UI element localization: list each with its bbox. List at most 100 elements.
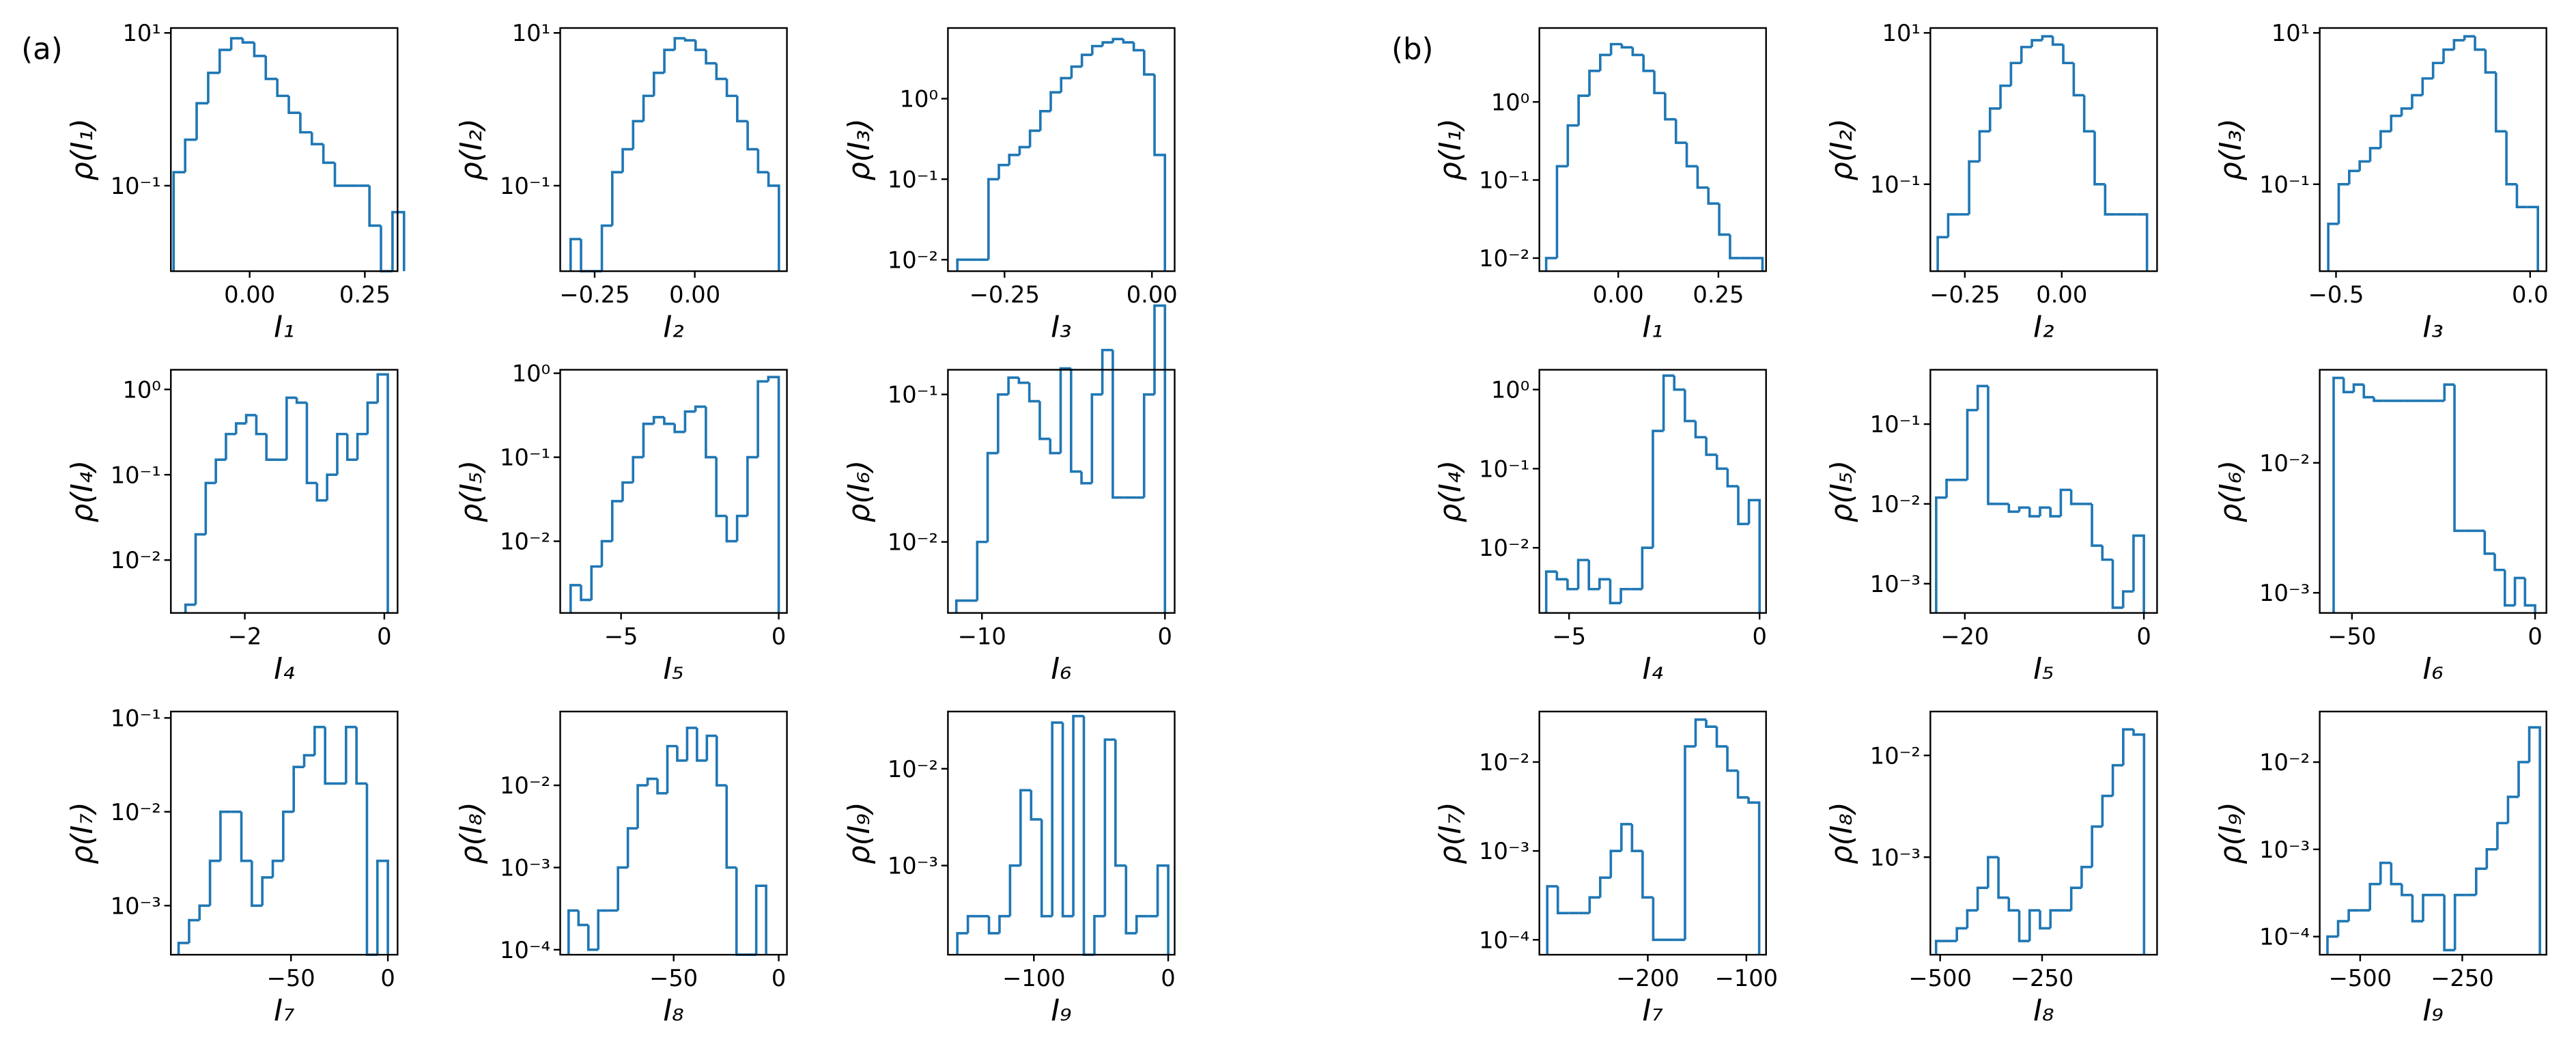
histogram-step [715,457,727,518]
histogram-step [716,735,727,787]
histogram-step [683,410,696,432]
histogram-step [324,727,336,785]
axes-frame [559,710,788,956]
histogram-step [376,373,389,613]
x-tick-label: −100 [1715,965,1778,991]
histogram-step [2062,44,2074,65]
histogram-step [2513,576,2525,606]
histogram-step [1737,486,1749,526]
histogram-step [1945,478,1957,498]
histogram-step [2104,184,2116,216]
histogram-step [696,727,707,762]
histogram-step [2069,886,2082,911]
histogram-step [756,380,769,458]
histogram-step [997,163,1010,180]
axes-frame [1929,369,2158,614]
histogram-step [2431,61,2444,79]
histogram-step [1153,74,1167,272]
histogram-step [219,811,231,861]
histogram-step [225,432,236,460]
histogram-step [754,884,767,955]
histogram-step [255,414,267,436]
y-tick-label: 10¹ [512,20,550,46]
histogram-step [1566,579,1579,591]
histogram-step [1090,393,1103,483]
histogram-step [1028,382,1040,403]
histogram-step [276,79,289,98]
histogram-step [244,414,257,424]
histogram-step [1694,421,1707,439]
x-axis-label: I₆ [1051,652,1071,686]
histogram-step [1609,849,1622,878]
histogram-step [1976,384,1988,410]
histogram-step [2452,39,2465,50]
histogram-step [1934,940,1947,955]
histogram-step [1599,876,1611,898]
y-tick-label: 10¹ [2271,20,2310,46]
histogram-step [1080,471,1092,485]
y-tick-label: 10¹ [122,20,160,46]
histogram-step [299,113,312,134]
x-tick-label: 0.00 [1593,281,1644,308]
histogram-step [1588,896,1600,914]
histogram-step [2007,897,2020,912]
histogram-step [2020,46,2033,64]
y-tick-label: 10⁻³ [1870,844,1921,871]
histogram-step [1715,727,1728,748]
x-tick-label: −50 [649,965,698,991]
histogram-step [2390,862,2402,886]
histogram-step [313,725,326,756]
histogram-step [2337,183,2349,224]
y-axis-label: ρ(I₆) [843,460,877,522]
histogram-step [2069,490,2082,505]
histogram-step [1135,914,1148,933]
histogram-step [736,96,748,123]
histogram-step [2091,825,2103,867]
histogram-step [2327,222,2339,272]
histogram-step [2453,893,2466,951]
histogram-step [1751,257,1764,272]
x-tick-label: −20 [1940,623,1989,649]
histogram-step [1988,107,2001,132]
histogram-step [2028,909,2041,942]
histogram-step [2493,553,2505,572]
histogram-step [1705,719,1717,728]
histogram-step [1587,560,1600,591]
subplot: 0.00 0.25 10¹ 10⁻¹ I₁ ρ(I₁) [66,20,406,344]
y-tick-label: 10⁻² [2259,749,2310,776]
histogram-step [580,585,592,602]
y-tick-label: 10⁰ [512,361,550,387]
histogram-step [663,48,675,73]
histogram-step [356,432,368,460]
x-axis-label: I₇ [274,994,295,1028]
x-tick-label: −5 [1552,623,1586,649]
histogram-step [1019,789,1032,866]
histogram-step [673,37,685,51]
y-tick-label: 10⁻³ [111,892,161,919]
histogram-step [240,811,252,862]
histogram-step [632,119,644,150]
histogram-step [261,876,273,906]
histogram-step [376,859,389,955]
histogram-step [569,238,582,272]
histogram-step [2515,184,2528,208]
axes-frame [170,369,399,614]
histogram-step [271,859,283,877]
histogram-step [1673,376,1685,391]
axes-frame [947,369,1176,614]
histogram-step [2527,206,2539,272]
axes-frame [1929,710,2158,956]
histogram-step [2336,920,2349,937]
histogram-step [1999,84,2011,109]
histogram-step [1685,143,1698,168]
histogram-step [1641,851,1654,899]
histogram-step [1049,91,1062,111]
x-axis-label: I₆ [2423,652,2444,686]
histogram-step [2400,107,2412,116]
y-tick-label: 10⁻³ [2259,836,2310,863]
y-tick-label: 10⁻² [888,247,938,273]
histogram-step [2504,569,2515,607]
histogram-step [2422,893,2434,922]
histogram-step [1726,468,1738,488]
histogram-step [188,918,200,943]
